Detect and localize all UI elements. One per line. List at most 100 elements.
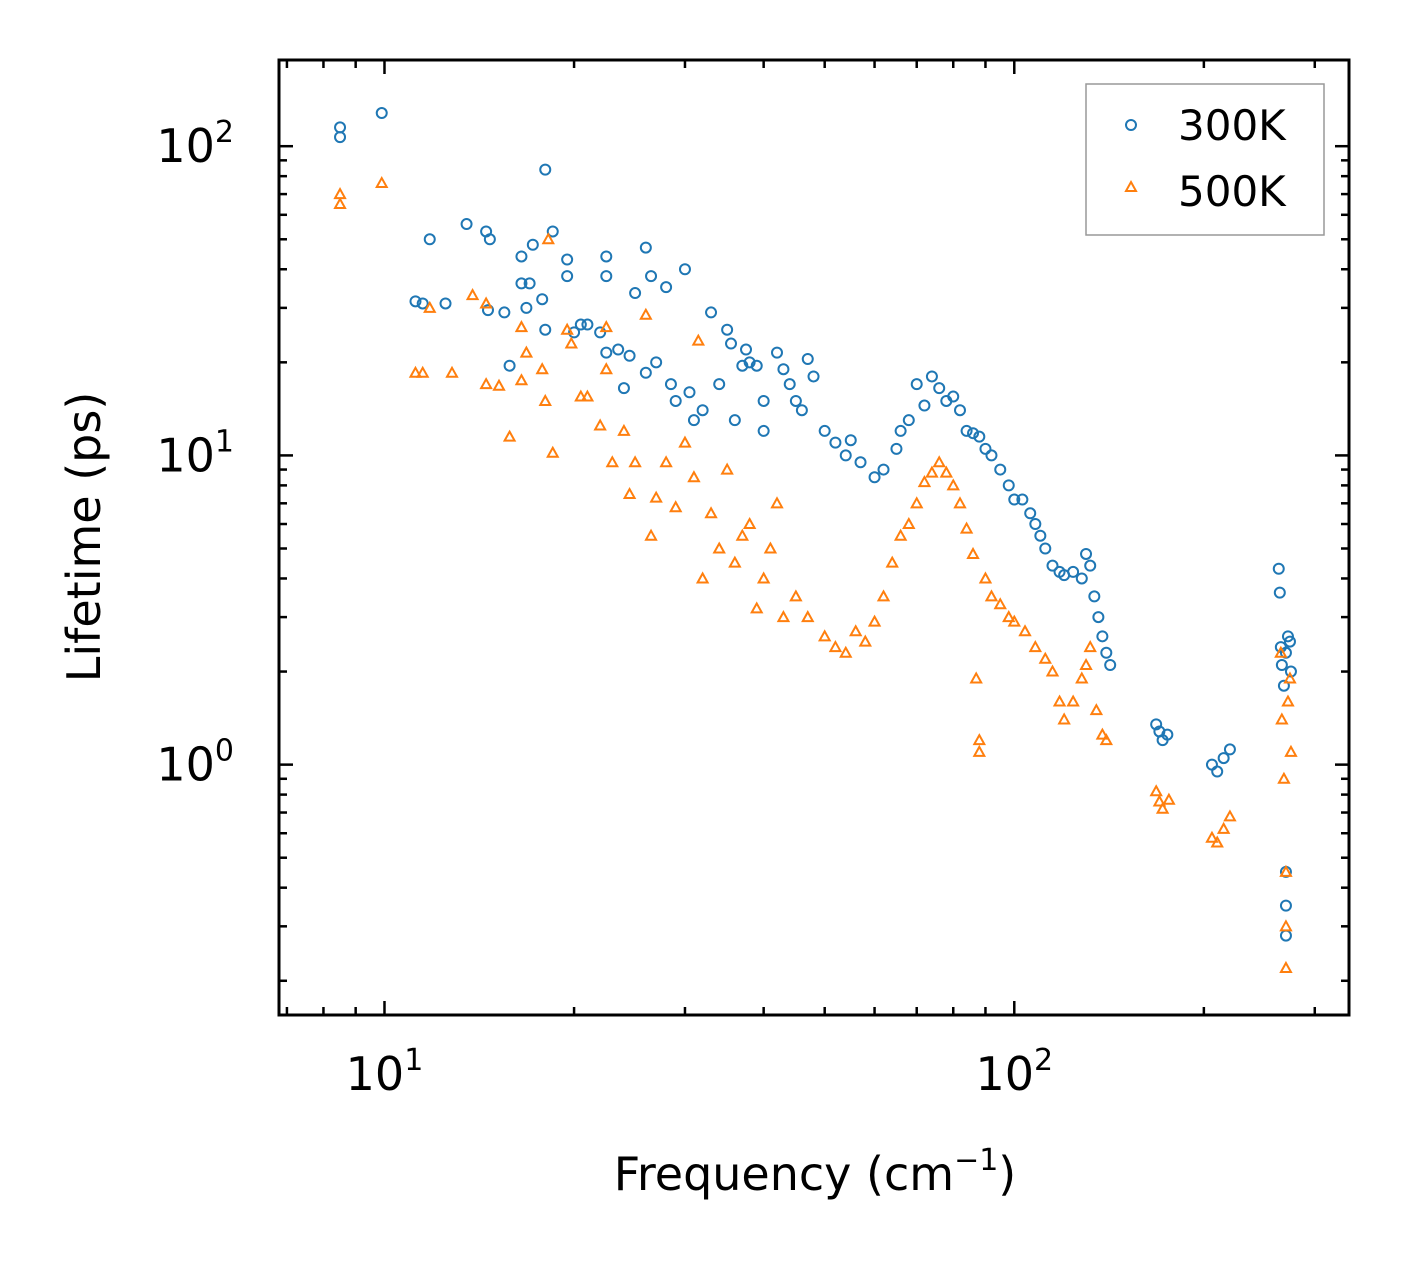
point-300K (515, 250, 528, 263)
point-500K (333, 187, 347, 200)
point-500K (939, 465, 954, 478)
point-300K (1283, 635, 1296, 648)
point-500K (1210, 835, 1224, 848)
point-500K (728, 555, 742, 568)
point-500K (801, 610, 815, 623)
point-500K (902, 516, 916, 530)
point-300K (1092, 611, 1105, 624)
point-500K (1075, 671, 1089, 684)
legend-marker-300k (1125, 119, 1137, 131)
point-300K (839, 449, 852, 462)
point-300K (894, 424, 907, 437)
point-300K (771, 346, 784, 359)
point-300K (639, 366, 652, 379)
point-500K (574, 389, 588, 402)
point-500K (1281, 694, 1295, 707)
point-300K (334, 121, 347, 134)
point-500K (972, 733, 987, 746)
point-300K (750, 359, 763, 372)
point-500K (756, 571, 771, 584)
point-500K (972, 744, 987, 757)
y-axis-label: Lifetime (ps) (57, 392, 111, 683)
y-tick-label: 102 (156, 115, 234, 173)
legend-label-500k: 500K (1178, 167, 1287, 216)
point-300K (669, 394, 682, 407)
point-500K (1283, 671, 1297, 684)
point-300K (868, 471, 881, 484)
point-300K (334, 131, 347, 144)
point-500K (953, 496, 967, 509)
point-300K (705, 306, 718, 319)
point-500K (628, 455, 642, 468)
point-500K (789, 589, 803, 602)
point-500K (599, 362, 613, 375)
point-500K (538, 393, 552, 406)
point-300K (1008, 493, 1021, 506)
point-300K (594, 326, 607, 339)
point-300K (546, 225, 559, 238)
point-500K (932, 455, 946, 468)
point-500K (519, 345, 534, 358)
point-500K (541, 232, 555, 245)
y-tick-label: 100 (156, 734, 234, 792)
point-500K (1018, 624, 1032, 637)
y-tick-label: 101 (156, 424, 234, 482)
point-300K (650, 356, 663, 369)
point-500K (617, 423, 631, 436)
point-500K (644, 528, 658, 541)
point-300K (623, 349, 636, 362)
point-500K (978, 571, 993, 584)
point-500K (885, 555, 899, 568)
point-300K (375, 107, 388, 120)
point-500K (1002, 610, 1016, 623)
scatter-points (333, 107, 1298, 973)
point-500K (946, 478, 960, 491)
point-500K (535, 362, 549, 375)
point-300K (617, 382, 630, 395)
point-300K (536, 293, 549, 306)
point-500K (704, 506, 718, 519)
point-500K (622, 486, 637, 500)
point-300K (713, 378, 726, 391)
point-300K (829, 436, 842, 449)
point-300K (902, 414, 915, 427)
point-500K (750, 601, 764, 614)
point-300K (973, 430, 986, 443)
point-500K (593, 418, 607, 431)
point-500K (649, 490, 663, 503)
point-500K (479, 377, 493, 390)
point-300K (1277, 679, 1290, 692)
point-300K (1223, 743, 1236, 756)
point-300K (645, 270, 658, 283)
point-300K (683, 386, 696, 399)
point-500K (925, 465, 939, 478)
legend-box (1085, 83, 1325, 236)
point-300K (777, 363, 790, 376)
point-300K (1211, 765, 1224, 778)
point-300K (1279, 899, 1292, 912)
point-300K (526, 238, 539, 251)
point-500K (669, 500, 683, 513)
legend-label-300k: 300K (1178, 101, 1287, 150)
point-500K (1038, 651, 1052, 664)
point-300K (483, 233, 496, 246)
point-300K (725, 337, 738, 350)
point-300K (1161, 728, 1174, 741)
tick-labels: 101 102 100 101 102 (156, 115, 1053, 1101)
point-300K (1080, 547, 1093, 560)
point-300K (539, 323, 552, 336)
point-500K (1274, 645, 1288, 658)
point-500K (1155, 801, 1170, 814)
point-300K (423, 233, 436, 246)
point-300K (1034, 529, 1047, 542)
point-500K (1205, 830, 1219, 843)
point-300K (515, 277, 528, 290)
point-500K (1066, 694, 1080, 707)
point-500K (1277, 771, 1291, 784)
point-300K (1272, 562, 1285, 575)
point-300K (740, 343, 753, 356)
point-500K (546, 445, 560, 458)
point-300K (409, 295, 422, 308)
point-300K (1002, 479, 1015, 492)
